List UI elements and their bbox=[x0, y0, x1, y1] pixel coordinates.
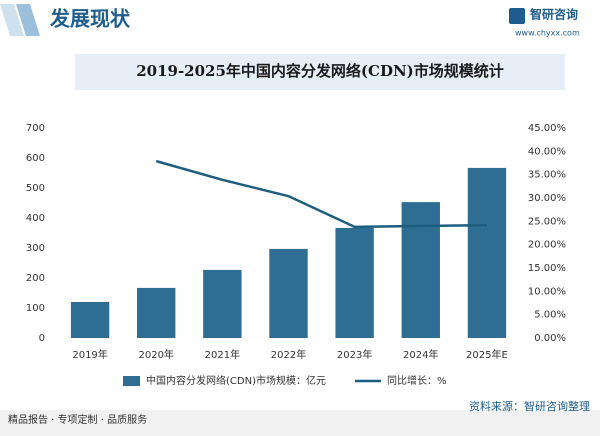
bar bbox=[137, 287, 176, 338]
x-tick-label: 2019年 bbox=[72, 348, 107, 361]
y-tick-label: 500 bbox=[26, 183, 45, 194]
y-tick-label: 300 bbox=[26, 243, 45, 254]
bar bbox=[401, 202, 440, 338]
logo-icon bbox=[509, 8, 525, 24]
legend-label: 同比增长：% bbox=[387, 374, 447, 387]
line bbox=[155, 159, 487, 229]
bar bbox=[467, 167, 507, 338]
y2-tick-label: 35.00% bbox=[528, 170, 566, 181]
y2-tick-label: 30.00% bbox=[528, 193, 566, 204]
header-title: 发展现状 bbox=[49, 7, 131, 31]
bar bbox=[269, 248, 308, 338]
footer-bar bbox=[0, 410, 600, 436]
y2-tick-label: 25.00% bbox=[528, 216, 566, 227]
header-stripe bbox=[0, 4, 24, 36]
y-tick-label: 0 bbox=[39, 333, 45, 344]
title-box bbox=[75, 54, 565, 90]
y2-tick-label: 0.00% bbox=[534, 333, 566, 344]
y2-tick-label: 20.00% bbox=[528, 240, 566, 251]
y-tick-label: 600 bbox=[26, 153, 45, 164]
x-tick-label: 2021年 bbox=[205, 348, 240, 361]
y2-tick-label: 5.00% bbox=[534, 310, 566, 321]
x-tick-label: 2023年 bbox=[337, 348, 372, 361]
bar bbox=[70, 302, 110, 338]
x-tick-label: 2020年 bbox=[138, 348, 173, 361]
y2-tick-label: 10.00% bbox=[528, 286, 566, 297]
legend-label: 中国内容分发网络(CDN)市场规模：亿元 bbox=[146, 374, 326, 387]
x-tick-label: 2025年E bbox=[466, 348, 508, 361]
chart-title: 2019-2025年中国内容分发网络(CDN)市场规模统计 bbox=[136, 62, 504, 80]
bar bbox=[203, 269, 242, 338]
bar bbox=[335, 227, 374, 338]
footer-slogan: 精品报告 · 专项定制 · 品质服务 bbox=[8, 413, 147, 426]
logo-url: www.chyxx.com bbox=[515, 29, 580, 38]
y2-tick-label: 15.00% bbox=[528, 263, 566, 274]
y2-tick-label: 45.00% bbox=[528, 123, 566, 134]
x-tick-label: 2024年 bbox=[403, 348, 438, 361]
y2-tick-label: 40.00% bbox=[528, 146, 566, 157]
legend-swatch bbox=[123, 376, 140, 386]
y-tick-label: 400 bbox=[26, 213, 45, 224]
y-tick-label: 200 bbox=[26, 273, 45, 284]
y-tick-label: 100 bbox=[26, 303, 45, 314]
footer-source: 资料来源：智研咨询整理 bbox=[469, 399, 590, 413]
y-tick-label: 700 bbox=[26, 123, 45, 134]
logo-name: 智研咨询 bbox=[529, 7, 578, 22]
x-tick-label: 2022年 bbox=[271, 348, 306, 361]
header-stripe bbox=[16, 4, 40, 36]
